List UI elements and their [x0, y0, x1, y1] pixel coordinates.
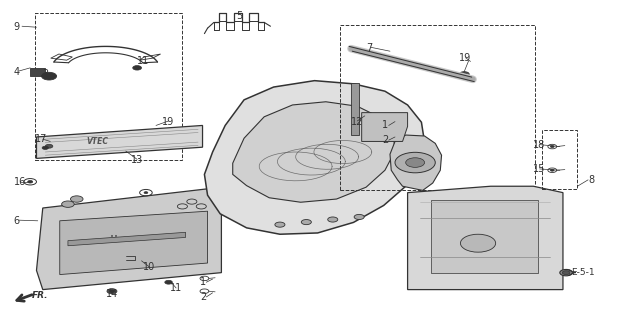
Circle shape [45, 144, 53, 148]
Circle shape [301, 220, 311, 225]
Polygon shape [431, 200, 538, 273]
Text: 5: 5 [236, 11, 242, 21]
Text: 8: 8 [588, 175, 594, 185]
Text: 11: 11 [137, 56, 149, 66]
Circle shape [109, 290, 114, 292]
Text: 10: 10 [143, 262, 155, 272]
Text: 12: 12 [351, 116, 364, 127]
Text: 11: 11 [170, 283, 182, 293]
Circle shape [395, 152, 435, 173]
Circle shape [354, 214, 364, 220]
Text: 2: 2 [200, 292, 206, 302]
Polygon shape [362, 113, 408, 141]
Polygon shape [68, 232, 186, 246]
Circle shape [550, 146, 554, 148]
Polygon shape [233, 102, 395, 202]
Circle shape [406, 158, 425, 167]
Circle shape [70, 196, 83, 202]
Circle shape [62, 201, 74, 207]
Circle shape [560, 269, 572, 276]
Polygon shape [60, 211, 208, 275]
Text: 19: 19 [459, 52, 471, 63]
Text: 14: 14 [106, 289, 118, 299]
Polygon shape [36, 125, 203, 158]
Circle shape [28, 180, 33, 183]
Text: 4: 4 [14, 67, 20, 77]
Text: FR.: FR. [31, 291, 48, 300]
Text: ••: •• [111, 234, 118, 240]
Text: 2: 2 [382, 135, 389, 145]
Circle shape [165, 280, 172, 284]
Text: 19: 19 [162, 116, 174, 127]
Polygon shape [36, 187, 221, 290]
Polygon shape [408, 186, 563, 290]
Polygon shape [351, 83, 359, 135]
Text: 13: 13 [131, 155, 143, 165]
Text: 16: 16 [14, 177, 26, 188]
Text: 9: 9 [14, 22, 20, 32]
Circle shape [378, 120, 387, 124]
Text: 17: 17 [35, 134, 47, 144]
Circle shape [42, 146, 48, 149]
Circle shape [562, 271, 570, 275]
Circle shape [275, 222, 285, 227]
Circle shape [328, 217, 338, 222]
Circle shape [107, 289, 117, 294]
Polygon shape [390, 135, 442, 190]
Text: VTEC: VTEC [87, 137, 108, 146]
Bar [542, 130, 577, 189]
Circle shape [378, 135, 387, 139]
Text: 15: 15 [533, 164, 546, 174]
Circle shape [459, 72, 469, 77]
Text: E-5-1: E-5-1 [571, 268, 595, 277]
Circle shape [462, 73, 467, 76]
Polygon shape [204, 81, 425, 234]
Circle shape [133, 66, 142, 70]
Text: 1: 1 [200, 277, 206, 287]
Circle shape [42, 72, 57, 80]
Bar [340, 25, 535, 190]
Circle shape [460, 234, 496, 252]
Polygon shape [30, 68, 45, 76]
Text: 18: 18 [533, 140, 545, 150]
Text: 6: 6 [14, 216, 20, 226]
Text: 3: 3 [43, 68, 49, 79]
Bar [35, 13, 182, 160]
Text: 1: 1 [382, 120, 389, 131]
Circle shape [550, 169, 554, 171]
Circle shape [144, 192, 148, 194]
Text: 7: 7 [366, 43, 372, 53]
